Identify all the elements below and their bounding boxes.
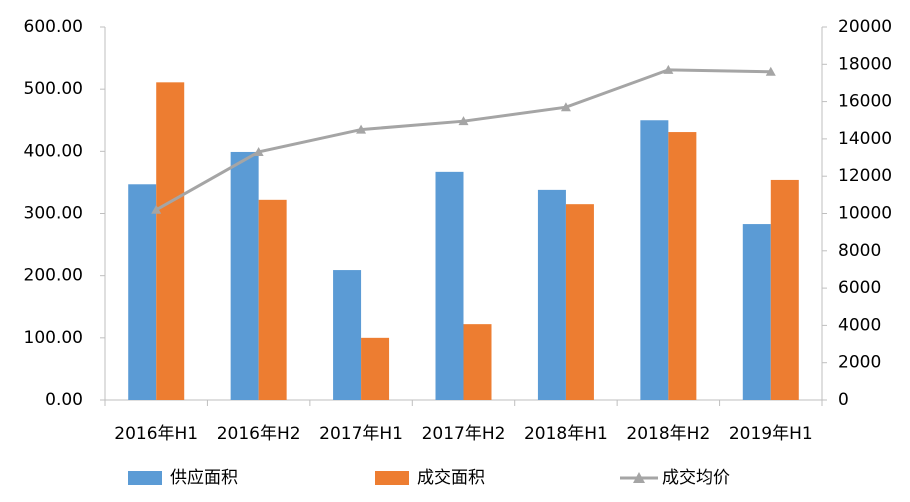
x-tick-label: 2016年H1 <box>114 424 198 444</box>
x-tick-label: 2017年H1 <box>319 424 403 444</box>
y-tick-label: 600.00 <box>24 17 83 37</box>
y2-tick-label: 10000 <box>838 204 892 224</box>
line-marker <box>663 64 674 74</box>
x-tick-label: 2019年H1 <box>729 424 813 444</box>
line-marker <box>560 102 571 112</box>
legend-swatch <box>128 471 162 485</box>
x-tick-label: 2017年H2 <box>422 424 506 444</box>
line-marker <box>253 146 264 156</box>
x-tick-label: 2016年H2 <box>217 424 301 444</box>
y2-tick-label: 8000 <box>838 241 881 261</box>
y2-tick-label: 14000 <box>838 129 892 149</box>
legend-label: 成交面积 <box>417 468 485 488</box>
y-tick-label: 0.00 <box>45 390 83 410</box>
y-tick-label: 500.00 <box>24 79 83 99</box>
bar <box>742 224 771 400</box>
legend-label: 成交均价 <box>662 468 730 488</box>
bar <box>770 179 799 400</box>
y2-tick-label: 2000 <box>838 353 881 373</box>
y2-tick-label: 20000 <box>838 17 892 37</box>
y2-tick-label: 12000 <box>838 166 892 186</box>
y2-tick-label: 0 <box>838 390 849 410</box>
line-marker <box>356 124 367 134</box>
y-tick-label: 400.00 <box>24 141 83 161</box>
bar <box>258 199 287 400</box>
bar <box>463 324 492 400</box>
legend-label: 供应面积 <box>170 468 238 488</box>
line-marker <box>765 66 776 76</box>
y-tick-label: 100.00 <box>24 328 83 348</box>
line-marker <box>458 116 469 126</box>
bar <box>361 337 390 400</box>
y2-tick-label: 18000 <box>838 54 892 74</box>
x-tick-label: 2018年H2 <box>626 424 710 444</box>
y2-tick-label: 6000 <box>838 278 881 298</box>
bar <box>565 204 594 400</box>
bar <box>333 270 362 400</box>
line-marker <box>151 204 162 214</box>
bar <box>230 151 259 400</box>
legend-swatch <box>375 471 409 485</box>
y2-tick-label: 4000 <box>838 315 881 335</box>
legend-swatch <box>633 472 645 483</box>
bar <box>128 184 157 400</box>
x-tick-label: 2018年H1 <box>524 424 608 444</box>
bar <box>435 171 464 400</box>
y-tick-label: 300.00 <box>24 204 83 224</box>
y2-tick-label: 16000 <box>838 92 892 112</box>
y-tick-label: 200.00 <box>24 266 83 286</box>
bar <box>537 189 566 400</box>
bar <box>668 132 697 401</box>
bar <box>156 82 185 400</box>
bar <box>640 120 669 400</box>
